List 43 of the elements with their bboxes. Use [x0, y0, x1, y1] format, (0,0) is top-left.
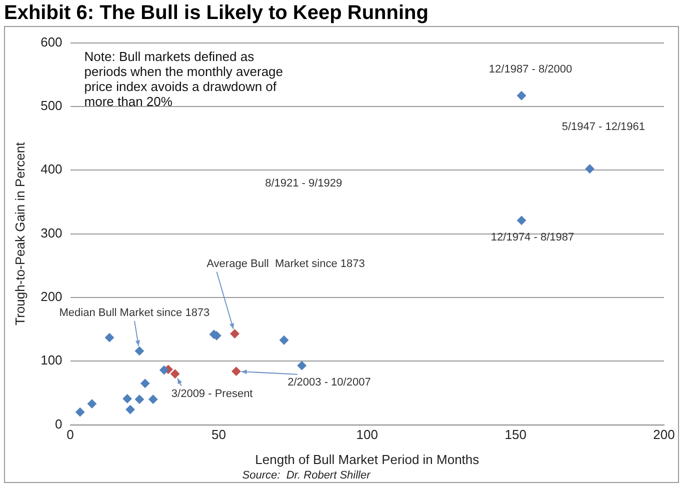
annotation: Note: Bull markets defined as periods when the monthly average price index avoids a drawdown of more than 20% [84, 48, 284, 109]
y-tick-label: 0 [55, 416, 62, 432]
point [297, 361, 306, 370]
annotation: 8/1921 - 9/1929 [265, 177, 342, 190]
y-tick-label: 600 [40, 34, 62, 50]
annotation: 12/1974 - 8/1987 [490, 231, 574, 244]
y-tick-label: 300 [40, 225, 62, 240]
annotation: 3/2009 - Present [171, 388, 253, 400]
y-tick-label: 200 [40, 289, 62, 304]
point [87, 399, 96, 408]
annotation: 5/1947 - 12/1961 [562, 120, 646, 133]
x-tick-label: 200 [653, 427, 675, 442]
point [280, 336, 289, 345]
point [148, 394, 158, 404]
y-tick-label: 400 [40, 162, 62, 177]
point [126, 405, 135, 414]
x-tick-label: 0 [66, 427, 74, 442]
annotation: 12/1987 - 8/2000 [488, 64, 572, 76]
x-axis-title: Length of Bull Market Period in Months [255, 452, 480, 467]
point [134, 346, 144, 356]
x-tick-label: 50 [211, 427, 226, 442]
point [230, 329, 240, 338]
annotation: 2/2003 - 10/2007 [288, 376, 371, 388]
chart-title: Exhibit 6: The Bull is Likely to Keep Running [4, 2, 430, 26]
x-tick-label: 100 [356, 427, 378, 442]
point [585, 164, 594, 174]
point [170, 369, 180, 378]
point [160, 366, 169, 375]
point [122, 394, 132, 404]
y-tick-label: 100 [40, 352, 62, 368]
annotation: Median Bull Market since 1873 [59, 306, 210, 319]
y-axis-title: Trough-to-Peak Gain in Percent [12, 142, 28, 326]
point [104, 333, 114, 342]
point [517, 216, 526, 225]
x-tick-label: 150 [504, 427, 526, 442]
y-tick-label: 500 [40, 98, 62, 114]
point [232, 366, 241, 376]
point [517, 91, 526, 100]
source-note: Source: Dr. Robert Shiller [242, 470, 372, 482]
point [140, 378, 150, 388]
point [76, 408, 85, 417]
annotation: Average Bull Market since 1873 [206, 258, 365, 270]
point [134, 394, 144, 404]
